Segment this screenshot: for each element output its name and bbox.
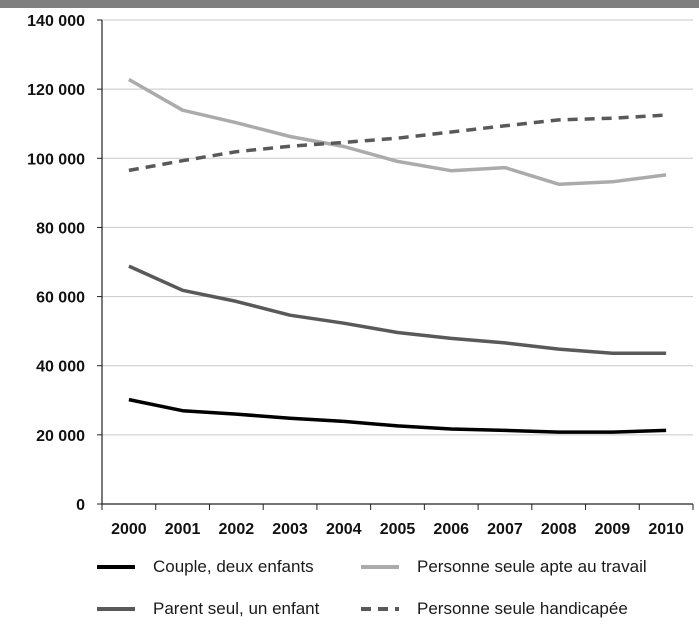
y-tick-label-3: 60 000 — [36, 290, 85, 307]
legend-label-couple: Couple, deux enfants — [153, 557, 314, 576]
series-line-parent-seul — [128, 264, 667, 356]
legend-label-personne-handicapee: Personne seule handicapée — [417, 599, 628, 618]
y-tick-label-0: 0 — [76, 497, 85, 514]
legend-item-parent-seul: Parent seul, un enfant — [95, 597, 319, 621]
y-tick-label-5: 100 000 — [27, 151, 85, 168]
gridlines — [102, 19, 693, 436]
y-tick-label-4: 80 000 — [36, 220, 85, 237]
y-tick-label-2: 40 000 — [36, 359, 85, 376]
legend-label-parent-seul: Parent seul, un enfant — [153, 599, 320, 618]
legend-swatch-parent-seul — [97, 607, 135, 611]
x-tick-label-2000: 2000 — [111, 521, 147, 538]
x-tick-label-2001: 2001 — [165, 521, 201, 538]
axes — [101, 20, 693, 505]
line-chart: 0 20 000 40 000 60 000 80 000 100 000 120 000 1… — [27, 13, 694, 538]
legend-item-couple: Couple, deux enfants — [95, 555, 314, 579]
x-tick-label-2006: 2006 — [433, 521, 469, 538]
legend: Couple, deux enfants Personne seule apte… — [95, 555, 695, 625]
header-bar — [0, 0, 699, 8]
y-tick-label-1: 20 000 — [36, 428, 85, 445]
y-tick-label-6: 120 000 — [27, 82, 85, 99]
x-tick-label-2003: 2003 — [272, 521, 308, 538]
legend-swatch-personne-apte — [361, 565, 399, 569]
x-tick-label-2008: 2008 — [541, 521, 577, 538]
series-line-personne-handicapee — [128, 113, 667, 173]
legend-swatch-couple — [97, 565, 135, 569]
y-tick-label-7: 140 000 — [27, 13, 85, 30]
legend-label-personne-apte: Personne seule apte au travail — [417, 557, 647, 576]
x-tick-label-2004: 2004 — [326, 521, 362, 538]
x-axis-ticks: 2000 2001 2002 2003 2004 2005 2006 2007 2008 2009… — [101, 504, 694, 538]
series-line-couple — [128, 397, 667, 434]
legend-swatch-personne-handicapee — [361, 607, 399, 611]
series-lines — [128, 77, 667, 434]
y-axis-ticks: 0 20 000 40 000 60 000 80 000 100 000 120 000 1… — [27, 13, 102, 514]
x-tick-label-2002: 2002 — [219, 521, 255, 538]
x-tick-label-2010: 2010 — [648, 521, 684, 538]
legend-item-personne-apte: Personne seule apte au travail — [359, 555, 647, 579]
series-line-personne-apte — [128, 77, 667, 186]
x-tick-label-2009: 2009 — [595, 521, 631, 538]
legend-item-personne-handicapee: Personne seule handicapée — [359, 597, 628, 621]
x-tick-label-2007: 2007 — [487, 521, 523, 538]
x-tick-label-2005: 2005 — [380, 521, 416, 538]
